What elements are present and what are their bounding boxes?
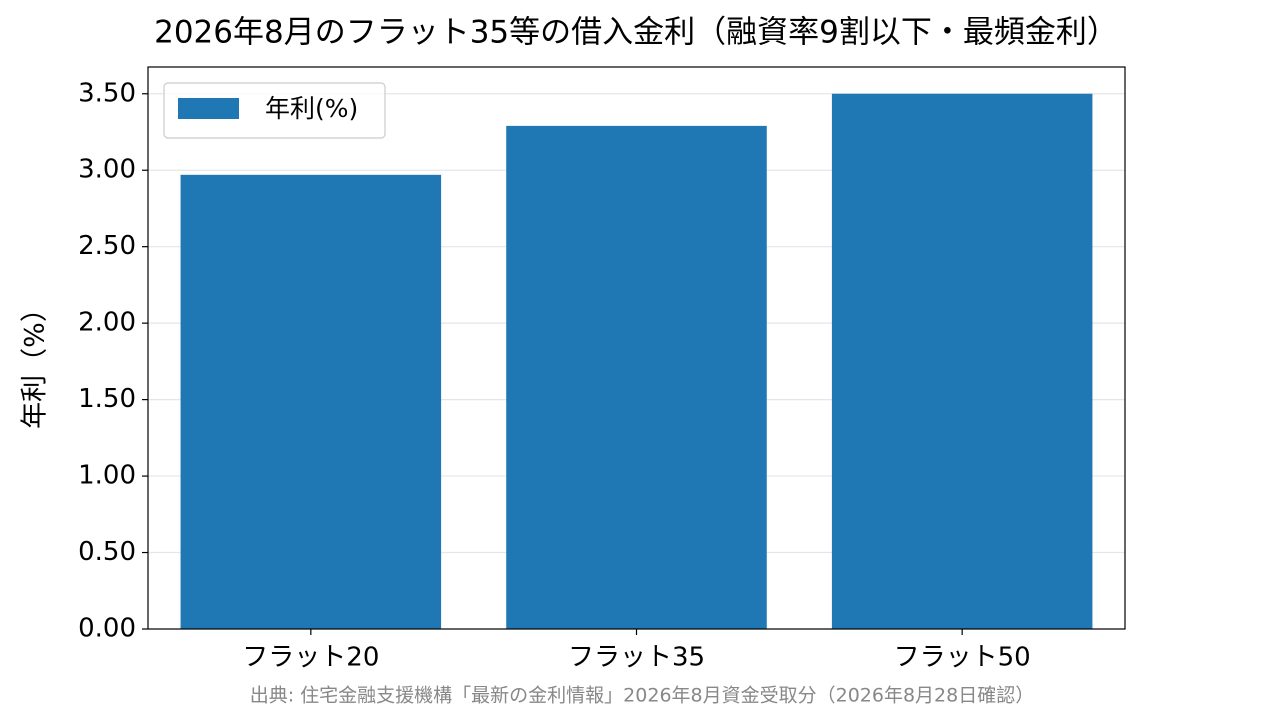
y-axis-label: 年利（%）	[20, 295, 51, 429]
x-tick-label: フラット50	[894, 643, 1031, 673]
chart-title: 2026年8月のフラット35等の借入金利（融資率9割以下・最頻金利）	[154, 15, 1118, 51]
y-tick-label: 0.50	[78, 537, 136, 567]
y-tick-label: 1.00	[78, 461, 136, 491]
legend-label: 年利(%)	[265, 94, 358, 123]
x-tick-label: フラット20	[242, 643, 379, 673]
y-tick-label: 2.00	[78, 308, 136, 338]
y-tick-label: 1.50	[78, 384, 136, 414]
legend-swatch	[178, 98, 239, 119]
bar	[506, 125, 767, 629]
source-note: 出典: 住宅金融支援機構「最新の金利情報」2026年8月資金受取分（2026年8…	[250, 685, 1035, 707]
y-tick-label: 3.00	[78, 155, 136, 185]
bar	[180, 174, 442, 629]
y-tick-label: 2.50	[78, 231, 136, 261]
x-tick-label: フラット35	[568, 643, 705, 673]
y-tick-label: 0.00	[78, 614, 136, 644]
y-tick-label: 3.50	[78, 78, 136, 108]
plot-frame	[147, 66, 1126, 630]
legend-box	[163, 82, 386, 139]
bar	[831, 93, 1093, 629]
